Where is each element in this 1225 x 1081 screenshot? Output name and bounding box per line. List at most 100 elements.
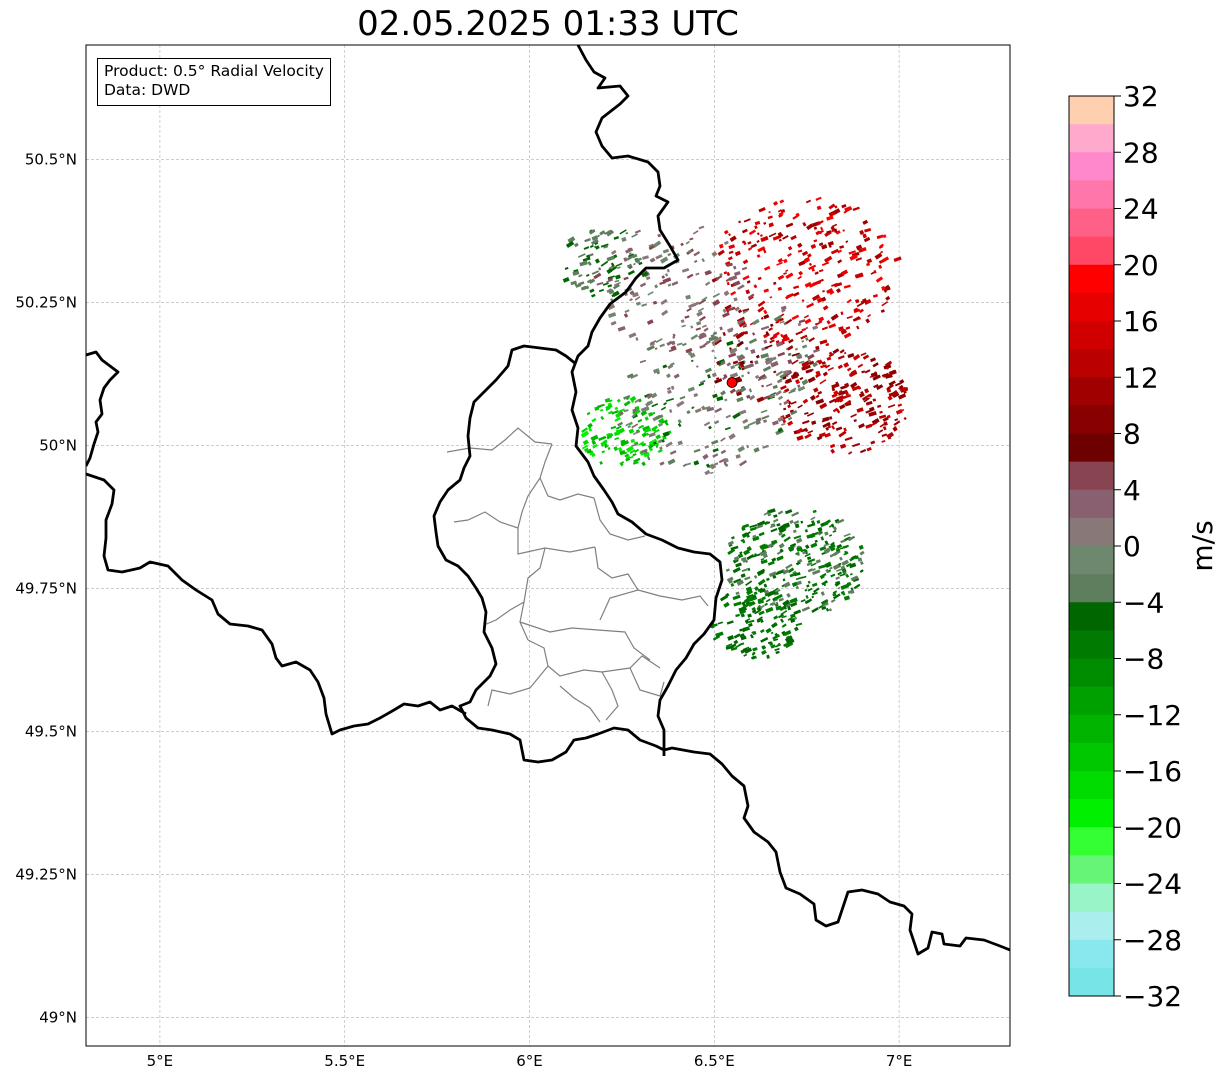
velocity-pixel: [843, 332, 852, 339]
velocity-pixel: [695, 272, 700, 276]
velocity-pixel: [628, 252, 632, 255]
velocity-pixel: [857, 363, 864, 369]
velocity-pixel: [763, 314, 770, 320]
velocity-pixel: [850, 381, 858, 389]
velocity-pixel: [791, 314, 800, 321]
velocity-pixel: [651, 425, 659, 432]
velocity-pixel: [872, 362, 879, 368]
velocity-pixel: [903, 416, 907, 421]
velocity-pixel: [802, 221, 807, 227]
velocity-pixel: [744, 346, 749, 351]
velocity-pixel: [888, 392, 894, 397]
velocity-pixel: [655, 434, 662, 440]
velocity-pixel: [781, 333, 789, 340]
velocity-pixel: [807, 587, 813, 592]
velocity-pixel: [759, 588, 766, 594]
colorbar-tick-label: −24: [1123, 868, 1182, 901]
velocity-pixel: [711, 251, 718, 257]
velocity-pixel: [747, 618, 751, 621]
velocity-pixel: [847, 353, 855, 359]
colorbar-segment: [1069, 405, 1114, 434]
velocity-pixel: [757, 306, 765, 313]
velocity-pixel: [730, 365, 736, 370]
velocity-pixel: [594, 245, 600, 250]
borders: [86, 45, 1010, 956]
velocity-pixel: [765, 598, 771, 603]
velocity-pixel: [881, 256, 890, 263]
velocity-pixel: [801, 365, 808, 371]
colorbar-segment: [1069, 602, 1114, 631]
velocity-pixel: [591, 270, 600, 275]
velocity-pixel: [735, 613, 740, 618]
velocity-pixel: [763, 583, 768, 588]
velocity-pixel: [897, 393, 907, 400]
velocity-pixel: [707, 463, 715, 469]
velocity-pixel: [886, 431, 895, 439]
velocity-pixel: [797, 385, 806, 392]
colorbar-tick-label: 24: [1123, 193, 1159, 226]
velocity-pixel: [592, 443, 598, 449]
velocity-pixel: [846, 298, 852, 304]
colorbar-segment: [1069, 771, 1114, 800]
velocity-pixel: [710, 471, 714, 475]
velocity-pixel: [730, 290, 737, 296]
velocity-pixel: [806, 223, 814, 231]
velocity-pixel: [627, 270, 635, 276]
velocity-pixel: [607, 275, 615, 279]
velocity-pixel: [728, 233, 731, 237]
velocity-pixel: [790, 400, 797, 405]
velocity-pixel: [630, 373, 639, 380]
velocity-pixel: [794, 347, 799, 351]
velocity-pixel: [782, 605, 787, 610]
velocity-pixel: [750, 655, 756, 660]
velocity-pixel: [806, 412, 815, 417]
velocity-pixel: [655, 414, 664, 420]
velocity-pixel: [749, 524, 758, 529]
velocity-pixel: [606, 255, 615, 262]
velocity-pixel: [762, 248, 767, 254]
velocity-pixel: [646, 345, 655, 351]
velocity-pixel: [789, 519, 794, 525]
velocity-pixel: [869, 357, 876, 363]
velocity-pixel: [715, 275, 723, 281]
velocity-pixel: [832, 407, 839, 413]
velocity-pixel: [850, 413, 857, 418]
velocity-pixel: [625, 445, 634, 453]
velocity-pixel: [753, 284, 758, 289]
velocity-pixel: [819, 402, 828, 410]
velocity-pixel: [581, 444, 589, 450]
velocity-pixel: [619, 229, 627, 235]
velocity-pixel: [603, 245, 609, 249]
velocity-pixel: [858, 392, 865, 398]
velocity-pixel: [645, 400, 654, 407]
velocity-pixel: [797, 404, 803, 409]
velocity-pixel: [639, 359, 647, 364]
velocity-pixel: [771, 602, 776, 606]
velocity-pixel: [573, 269, 579, 273]
velocity-pixel: [886, 366, 889, 370]
velocity-pixel: [828, 416, 833, 420]
velocity-pixel: [625, 421, 633, 427]
velocity-pixel: [845, 326, 851, 330]
velocity-pixel: [797, 249, 803, 253]
velocity-pixel: [664, 273, 669, 277]
velocity-pixel: [761, 649, 767, 655]
velocity-pixel: [782, 369, 790, 375]
velocity-pixel: [795, 330, 803, 336]
velocity-pixel: [785, 413, 791, 419]
velocity-pixel: [827, 366, 834, 371]
velocity-pixel: [821, 244, 828, 250]
velocity-pixel: [602, 282, 609, 286]
velocity-pixel: [899, 379, 905, 385]
velocity-pixel: [741, 603, 750, 610]
velocity-pixel: [593, 272, 602, 280]
velocity-pixel: [671, 340, 676, 346]
velocity-pixel: [770, 539, 778, 545]
velocity-pixel: [787, 359, 793, 365]
velocity-pixel: [848, 250, 857, 255]
velocity-pixel: [615, 425, 622, 430]
velocity-pixel: [778, 597, 784, 602]
velocity-pixel: [707, 374, 711, 379]
colorbar-segment: [1069, 630, 1114, 659]
longitude-tick-label: 5°E: [147, 1052, 174, 1070]
